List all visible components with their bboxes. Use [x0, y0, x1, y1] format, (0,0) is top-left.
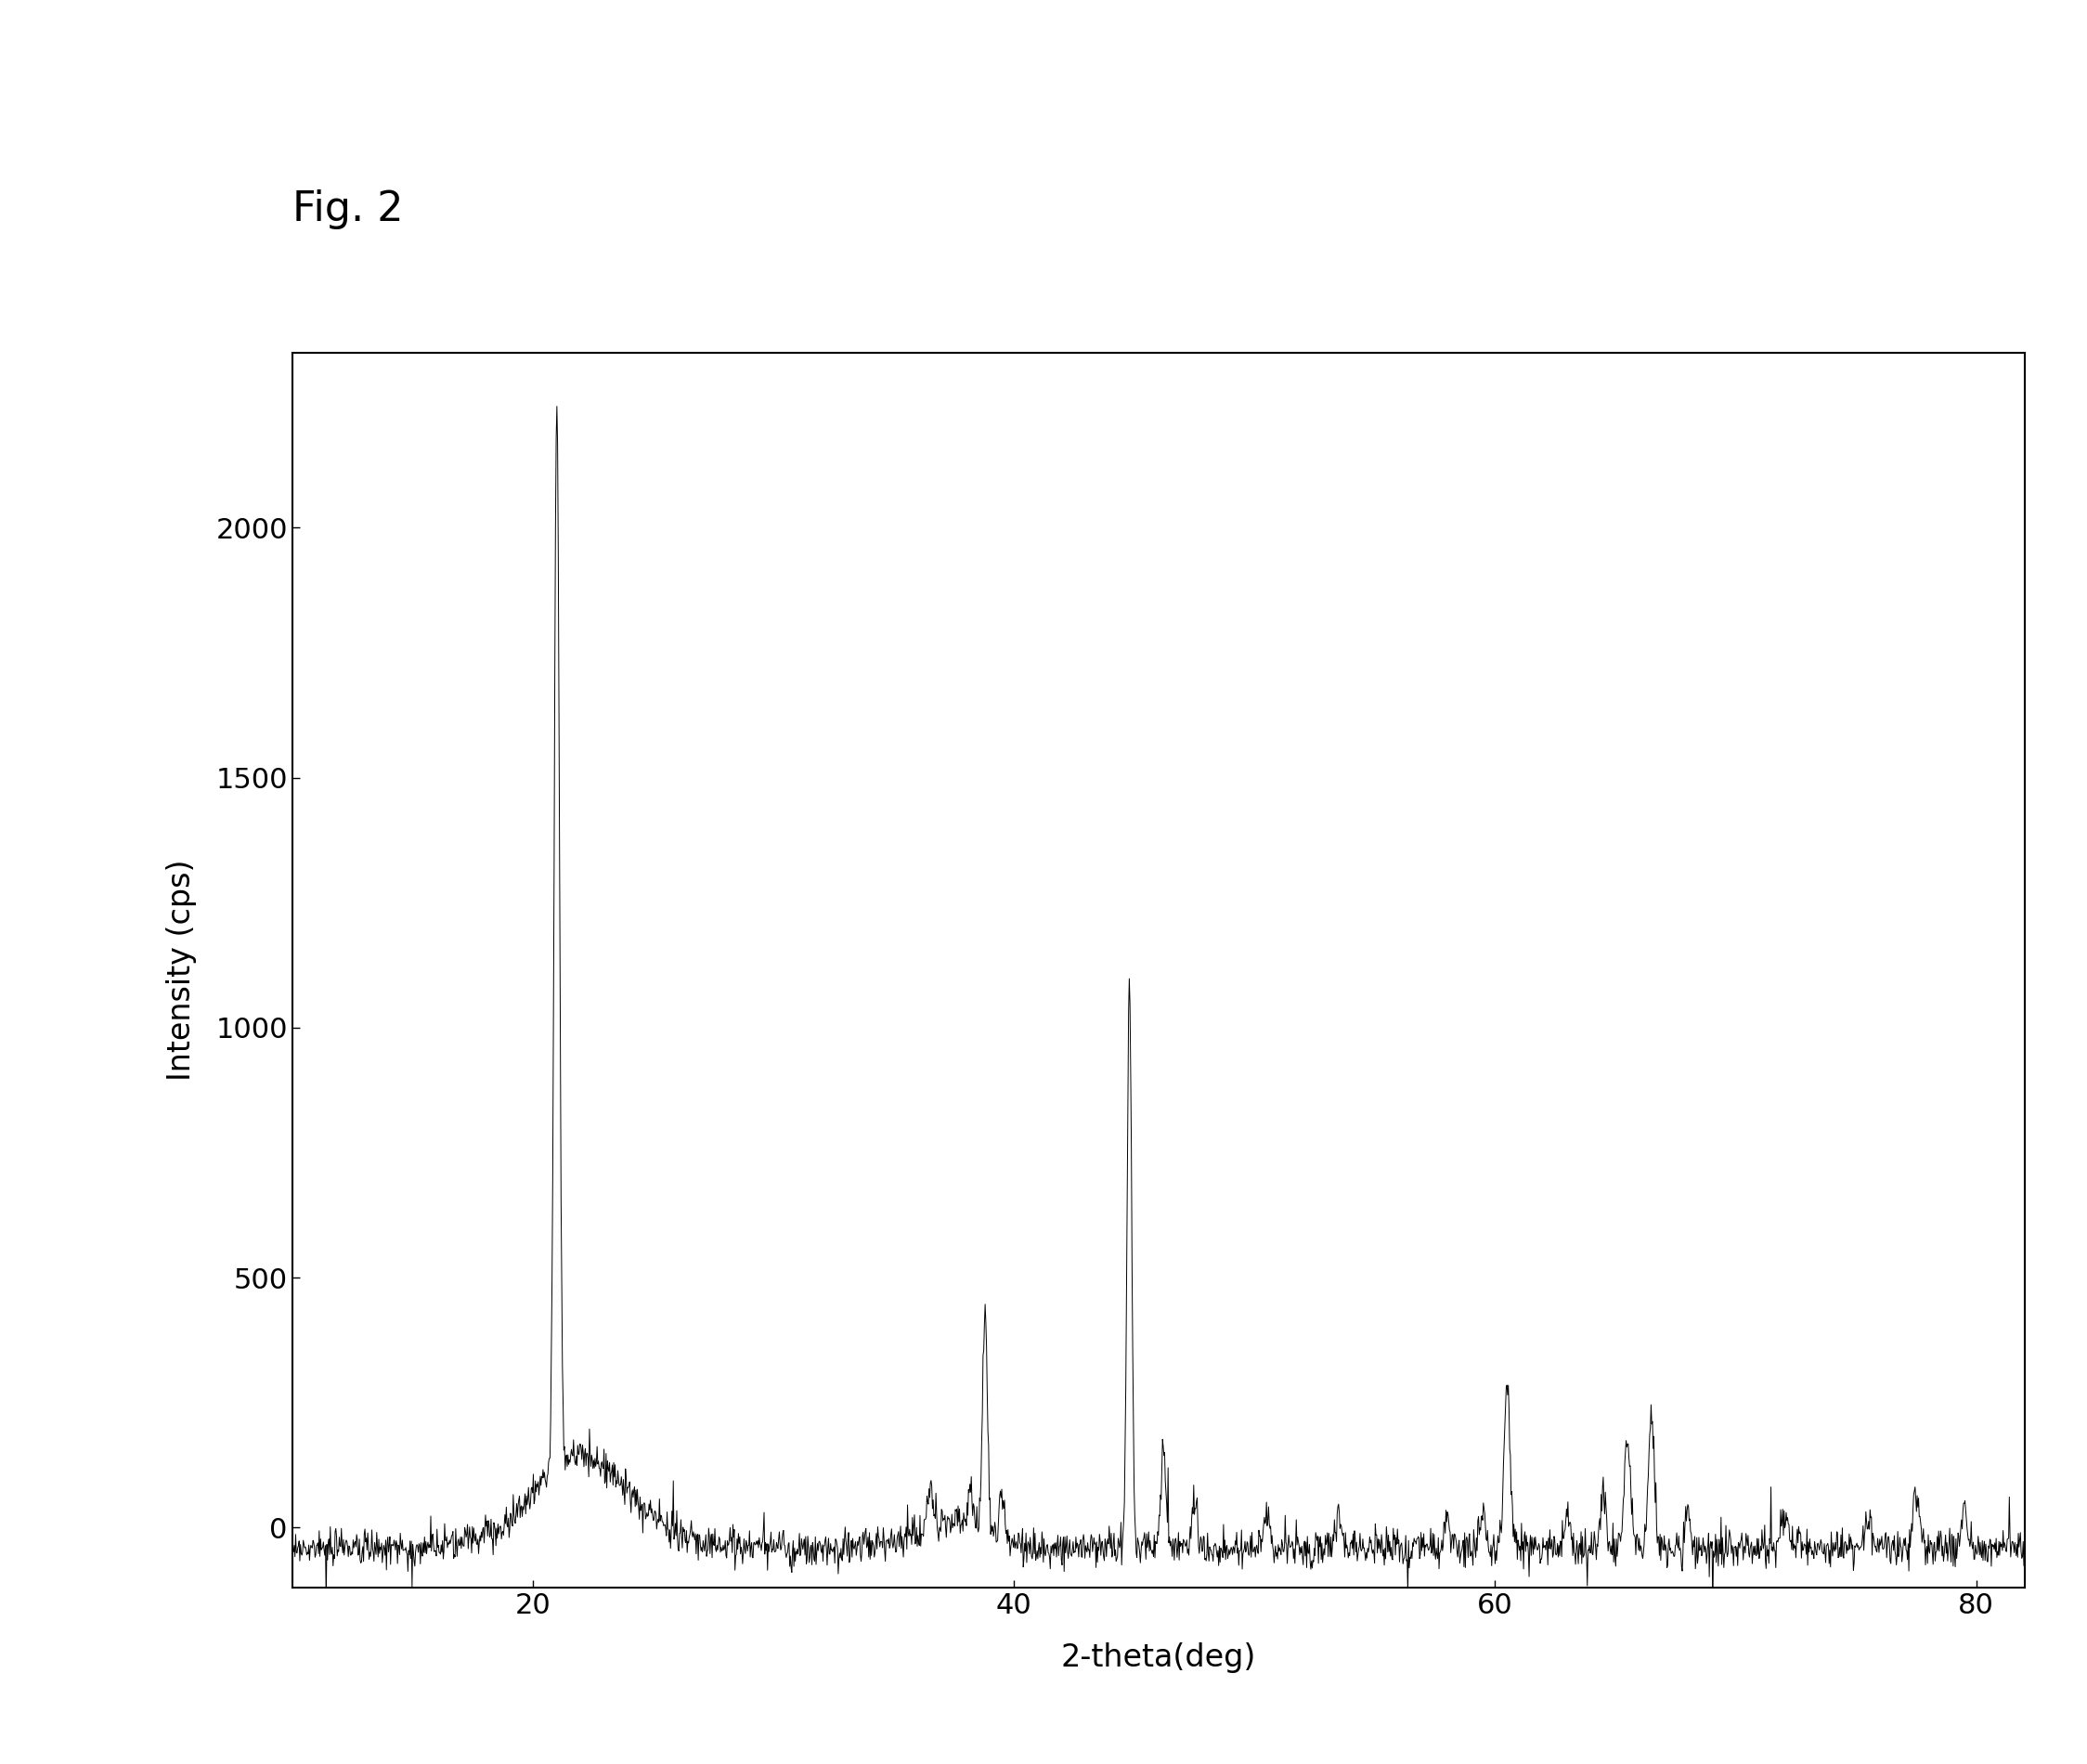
- X-axis label: 2-theta(deg): 2-theta(deg): [1060, 1642, 1256, 1672]
- Text: Fig. 2: Fig. 2: [292, 189, 403, 229]
- Y-axis label: Intensity (cps): Intensity (cps): [165, 859, 196, 1081]
